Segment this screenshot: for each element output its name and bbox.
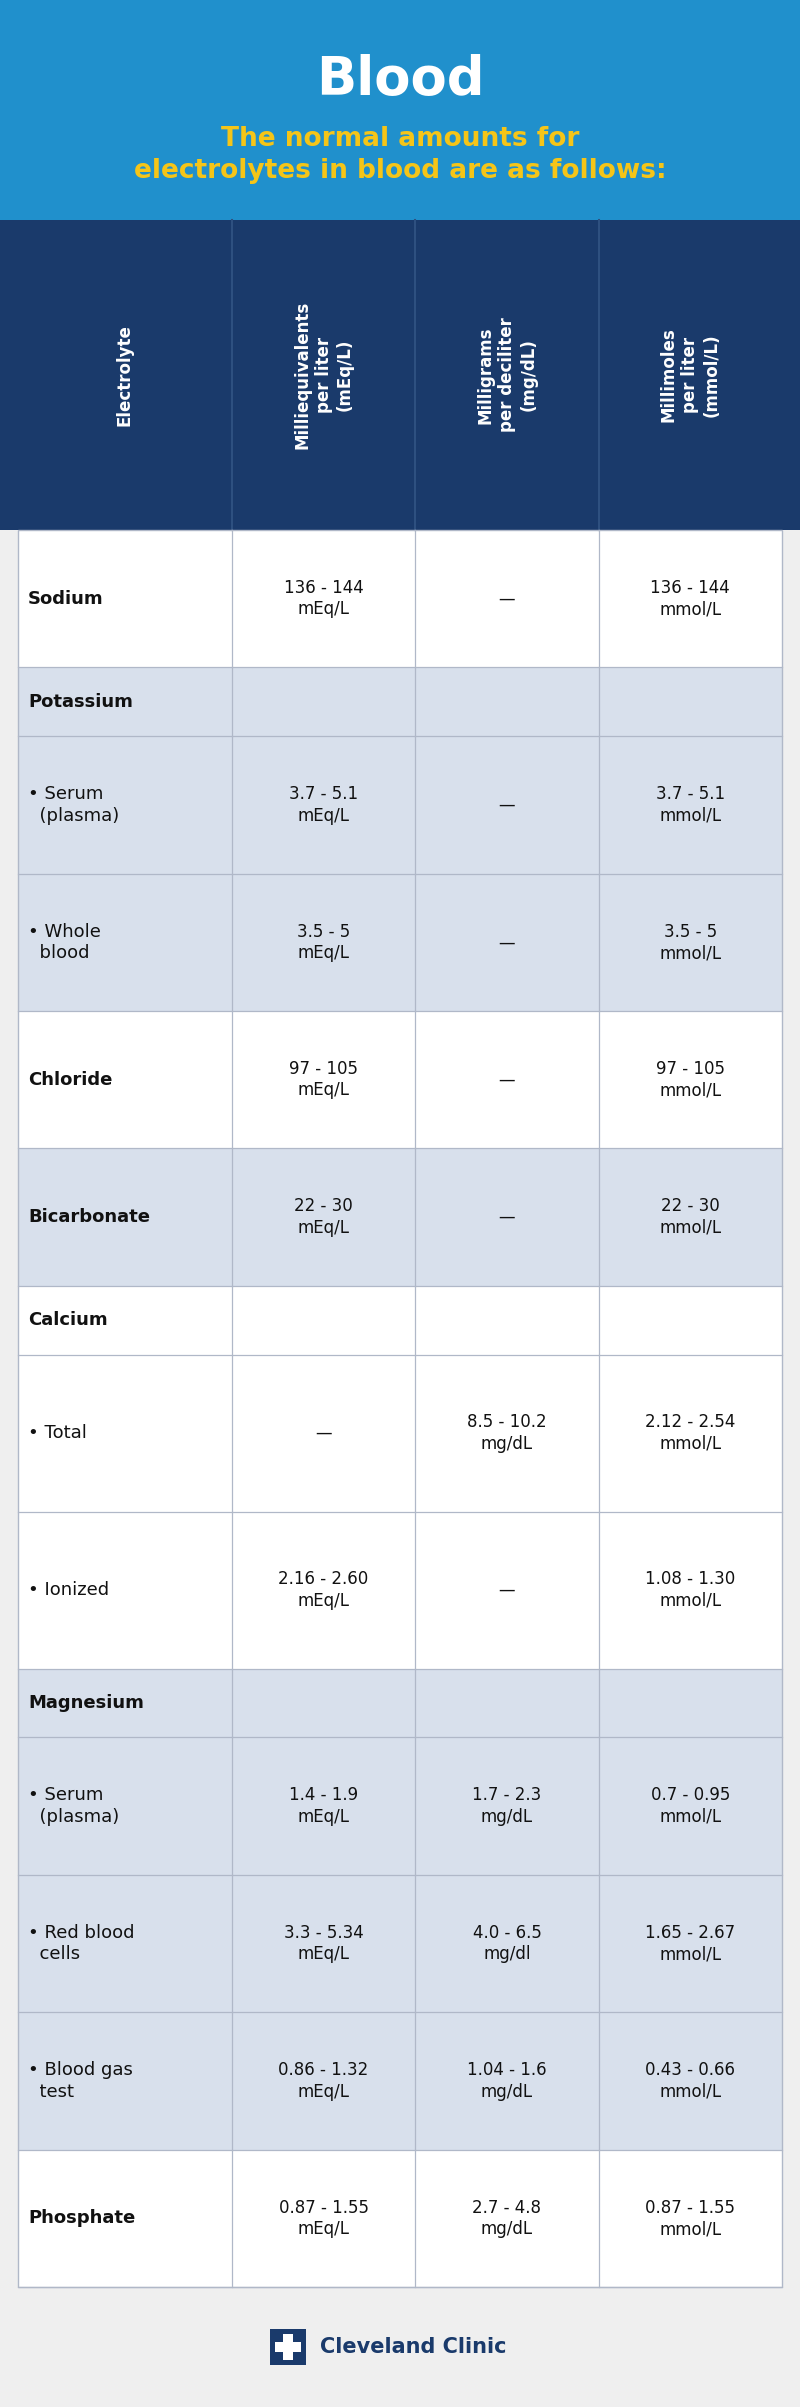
Bar <box>18 1512 782 1668</box>
Text: —: — <box>498 1208 515 1225</box>
Text: 1.65 - 2.67
mmol/L: 1.65 - 2.67 mmol/L <box>646 1923 735 1964</box>
Text: —: — <box>315 1425 332 1442</box>
Bar <box>18 1011 782 1148</box>
Text: Blood: Blood <box>316 53 484 106</box>
Text: 2.7 - 4.8
mg/dL: 2.7 - 4.8 mg/dL <box>473 2198 542 2239</box>
Text: 1.08 - 1.30
mmol/L: 1.08 - 1.30 mmol/L <box>645 1569 735 1610</box>
Bar <box>18 1355 782 1512</box>
Bar <box>18 530 782 667</box>
Text: • Serum
  (plasma): • Serum (plasma) <box>28 1786 119 1827</box>
Text: Potassium: Potassium <box>28 693 133 710</box>
Text: • Total: • Total <box>28 1425 87 1442</box>
Bar <box>18 737 782 874</box>
Bar <box>18 530 782 2287</box>
Text: 22 - 30
mEq/L: 22 - 30 mEq/L <box>294 1196 353 1237</box>
Text: 1.7 - 2.3
mg/dL: 1.7 - 2.3 mg/dL <box>472 1786 542 1827</box>
Text: —: — <box>498 1581 515 1598</box>
Bar <box>18 874 782 1011</box>
Text: Calcium: Calcium <box>28 1312 108 1329</box>
Text: 2.12 - 2.54
mmol/L: 2.12 - 2.54 mmol/L <box>645 1413 735 1454</box>
Bar <box>0 0 800 219</box>
Text: 2.16 - 2.60
mEq/L: 2.16 - 2.60 mEq/L <box>278 1569 369 1610</box>
Text: 97 - 105
mmol/L: 97 - 105 mmol/L <box>656 1059 725 1100</box>
Text: 0.87 - 1.55
mmol/L: 0.87 - 1.55 mmol/L <box>646 2198 735 2239</box>
Bar <box>0 2287 800 2407</box>
Bar <box>283 2335 293 2359</box>
Text: 0.7 - 0.95
mmol/L: 0.7 - 0.95 mmol/L <box>650 1786 730 1827</box>
Bar <box>18 1148 782 1285</box>
Text: 4.0 - 6.5
mg/dl: 4.0 - 6.5 mg/dl <box>473 1923 542 1964</box>
Text: 0.87 - 1.55
mEq/L: 0.87 - 1.55 mEq/L <box>278 2198 369 2239</box>
Text: • Ionized: • Ionized <box>28 1581 109 1598</box>
Text: Electrolyte: Electrolyte <box>116 325 134 426</box>
Bar <box>18 1875 782 2012</box>
Text: 97 - 105
mEq/L: 97 - 105 mEq/L <box>289 1059 358 1100</box>
Bar <box>18 2149 782 2287</box>
Bar <box>18 2012 782 2149</box>
Text: • Red blood
  cells: • Red blood cells <box>28 1923 134 1964</box>
Text: Cleveland Clinic: Cleveland Clinic <box>320 2337 506 2356</box>
Text: —: — <box>498 797 515 814</box>
Text: 3.5 - 5
mEq/L: 3.5 - 5 mEq/L <box>297 922 350 963</box>
Bar <box>270 2330 306 2366</box>
Text: —: — <box>498 1071 515 1088</box>
Text: Milligrams
per deciliter
(mg/dL): Milligrams per deciliter (mg/dL) <box>477 318 538 433</box>
Text: 1.4 - 1.9
mEq/L: 1.4 - 1.9 mEq/L <box>289 1786 358 1827</box>
Text: 3.7 - 5.1
mEq/L: 3.7 - 5.1 mEq/L <box>289 785 358 826</box>
Text: 136 - 144
mEq/L: 136 - 144 mEq/L <box>284 580 363 619</box>
Text: Chloride: Chloride <box>28 1071 112 1088</box>
Text: —: — <box>498 934 515 951</box>
Text: 8.5 - 10.2
mg/dL: 8.5 - 10.2 mg/dL <box>467 1413 546 1454</box>
Text: 3.5 - 5
mmol/L: 3.5 - 5 mmol/L <box>659 922 722 963</box>
Text: Millimoles
per liter
(mmol/L): Millimoles per liter (mmol/L) <box>660 327 721 421</box>
Text: • Serum
  (plasma): • Serum (plasma) <box>28 785 119 826</box>
Text: • Blood gas
  test: • Blood gas test <box>28 2060 133 2101</box>
Bar <box>18 1285 782 1355</box>
Text: 3.3 - 5.34
mEq/L: 3.3 - 5.34 mEq/L <box>284 1923 363 1964</box>
Bar <box>0 219 800 530</box>
Text: Bicarbonate: Bicarbonate <box>28 1208 150 1225</box>
Text: Phosphate: Phosphate <box>28 2210 135 2226</box>
Text: 3.7 - 5.1
mmol/L: 3.7 - 5.1 mmol/L <box>656 785 725 826</box>
Text: • Whole
  blood: • Whole blood <box>28 922 101 963</box>
Bar <box>18 1738 782 1875</box>
Text: 1.04 - 1.6
mg/dL: 1.04 - 1.6 mg/dL <box>467 2060 546 2101</box>
Text: 0.43 - 0.66
mmol/L: 0.43 - 0.66 mmol/L <box>646 2060 735 2101</box>
Text: 136 - 144
mmol/L: 136 - 144 mmol/L <box>650 580 730 619</box>
Bar <box>18 1668 782 1738</box>
Text: Magnesium: Magnesium <box>28 1695 144 1711</box>
Text: —: — <box>498 590 515 607</box>
Text: The normal amounts for
electrolytes in blood are as follows:: The normal amounts for electrolytes in b… <box>134 125 666 185</box>
Text: Sodium: Sodium <box>28 590 104 607</box>
Text: Milliequivalents
per liter
(mEq/L): Milliequivalents per liter (mEq/L) <box>293 301 354 450</box>
Bar <box>18 667 782 737</box>
Text: 22 - 30
mmol/L: 22 - 30 mmol/L <box>659 1196 722 1237</box>
Text: 0.86 - 1.32
mEq/L: 0.86 - 1.32 mEq/L <box>278 2060 369 2101</box>
Bar <box>275 2342 301 2352</box>
